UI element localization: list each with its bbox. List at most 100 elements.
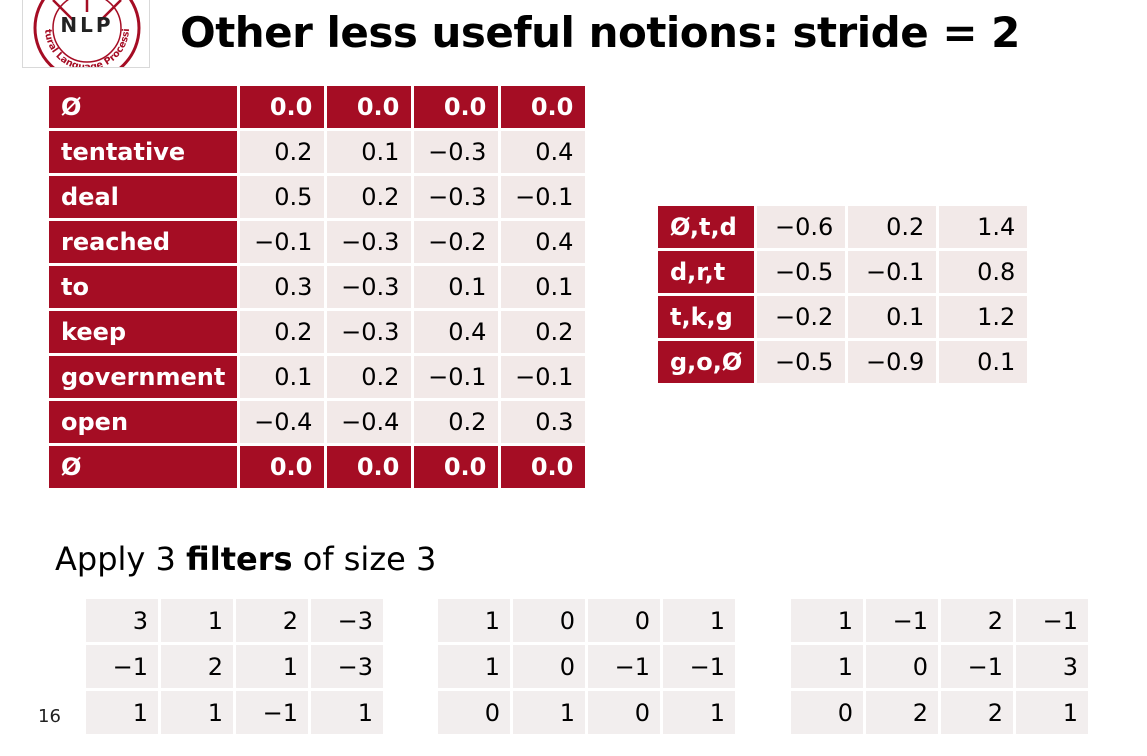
input-row-label: Ø	[49, 86, 238, 128]
filter-cell: −1	[1016, 599, 1088, 642]
input-row-label: tentative	[49, 131, 238, 173]
filter-cell: 1	[663, 691, 735, 734]
filter-3-table: 1 −1 2 −1 1 0 −1 3 0 2 2 1	[788, 596, 1091, 737]
caption-pre: Apply 3	[55, 540, 187, 578]
filter-cell: 2	[236, 599, 308, 642]
input-row: Ø 0.0 0.0 0.0 0.0	[49, 446, 586, 488]
result-row-label: g,o,Ø	[658, 341, 755, 383]
input-cell: 0.0	[414, 86, 499, 128]
input-cell: 0.3	[501, 401, 586, 443]
filter-cell: 3	[1016, 645, 1088, 688]
filter-cell: 1	[236, 645, 308, 688]
filter-cell: −1	[941, 645, 1013, 688]
result-cell: −0.6	[757, 206, 846, 248]
input-cell: 0.2	[327, 356, 412, 398]
filter-row: 3 1 2 −3	[86, 599, 383, 642]
filter-cell: 1	[161, 599, 233, 642]
filter-row: 1 1 −1 1	[86, 691, 383, 734]
filter-cell: 1	[513, 691, 585, 734]
input-row-label: reached	[49, 221, 238, 263]
input-cell: −0.1	[414, 356, 499, 398]
filter-cell: −3	[311, 645, 383, 688]
input-row: keep 0.2 −0.3 0.4 0.2	[49, 311, 586, 353]
filter-cell: 2	[866, 691, 938, 734]
result-cell: −0.2	[757, 296, 846, 338]
filter-cell: 1	[438, 599, 510, 642]
result-cell: −0.5	[757, 341, 846, 383]
input-row-label: to	[49, 266, 238, 308]
result-cell: 0.2	[848, 206, 937, 248]
input-cell: −0.4	[327, 401, 412, 443]
input-cell: 0.4	[414, 311, 499, 353]
result-cell: −0.9	[848, 341, 937, 383]
input-cell: 0.4	[501, 131, 586, 173]
input-cell: 0.2	[240, 311, 325, 353]
filter-cell: 0	[438, 691, 510, 734]
filter-cell: −1	[866, 599, 938, 642]
input-cell: −0.4	[240, 401, 325, 443]
input-row-label: Ø	[49, 446, 238, 488]
input-cell: 0.1	[240, 356, 325, 398]
filter-1-table: 3 1 2 −3 −1 2 1 −3 1 1 −1 1	[83, 596, 386, 737]
input-cell: 0.1	[501, 266, 586, 308]
filter-row: 1 0 −1 3	[791, 645, 1088, 688]
filter-row: 1 −1 2 −1	[791, 599, 1088, 642]
input-row: tentative 0.2 0.1 −0.3 0.4	[49, 131, 586, 173]
input-cell: 0.2	[501, 311, 586, 353]
filter-cell: 0	[588, 599, 660, 642]
input-cell: 0.2	[240, 131, 325, 173]
filter-cell: −1	[663, 645, 735, 688]
input-cell: 0.0	[501, 446, 586, 488]
input-row-label: deal	[49, 176, 238, 218]
input-cell: 0.0	[240, 446, 325, 488]
input-cell: 0.0	[327, 446, 412, 488]
filter-cell: 1	[791, 645, 863, 688]
input-row-label: government	[49, 356, 238, 398]
input-cell: 0.2	[327, 176, 412, 218]
input-cell: 0.0	[327, 86, 412, 128]
filter-cell: 3	[86, 599, 158, 642]
filter-cell: −1	[588, 645, 660, 688]
input-cell: 0.0	[240, 86, 325, 128]
result-cell: 0.8	[939, 251, 1028, 293]
filter-cell: −3	[311, 599, 383, 642]
caption-post: of size 3	[292, 540, 437, 578]
caption-bold: filters	[186, 540, 293, 578]
result-row-label: d,r,t	[658, 251, 755, 293]
input-cell: −0.3	[327, 311, 412, 353]
convolution-output-table: Ø,t,d −0.6 0.2 1.4 d,r,t −0.5 −0.1 0.8 t,k,g −0.2…	[655, 203, 1030, 386]
input-row: reached −0.1 −0.3 −0.2 0.4	[49, 221, 586, 263]
input-cell: −0.3	[327, 266, 412, 308]
result-cell: 0.1	[939, 341, 1028, 383]
input-cell: 0.4	[501, 221, 586, 263]
filter-row: 1 0 −1 −1	[438, 645, 735, 688]
input-row: Ø 0.0 0.0 0.0 0.0	[49, 86, 586, 128]
result-cell: −0.5	[757, 251, 846, 293]
filter-cell: 0	[513, 645, 585, 688]
input-cell: −0.1	[240, 221, 325, 263]
filter-cell: 0	[513, 599, 585, 642]
filter-cell: 1	[86, 691, 158, 734]
input-row: deal 0.5 0.2 −0.3 −0.1	[49, 176, 586, 218]
filter-cell: 2	[161, 645, 233, 688]
result-row: d,r,t −0.5 −0.1 0.8	[658, 251, 1028, 293]
filter-cell: 0	[588, 691, 660, 734]
input-cell: 0.0	[414, 446, 499, 488]
filter-cell: 0	[866, 645, 938, 688]
nlp-logo: NLP Natural Language Processing	[22, 0, 150, 68]
input-row: open −0.4 −0.4 0.2 0.3	[49, 401, 586, 443]
input-cell: 0.0	[501, 86, 586, 128]
input-cell: 0.1	[327, 131, 412, 173]
input-row-label: open	[49, 401, 238, 443]
result-row: Ø,t,d −0.6 0.2 1.4	[658, 206, 1028, 248]
filters-caption: Apply 3 filters of size 3	[55, 540, 436, 578]
input-row: government 0.1 0.2 −0.1 −0.1	[49, 356, 586, 398]
filter-cell: 1	[438, 645, 510, 688]
filter-cell: 1	[663, 599, 735, 642]
filter-cell: 0	[791, 691, 863, 734]
result-cell: 1.2	[939, 296, 1028, 338]
input-cell: 0.5	[240, 176, 325, 218]
input-cell: 0.2	[414, 401, 499, 443]
